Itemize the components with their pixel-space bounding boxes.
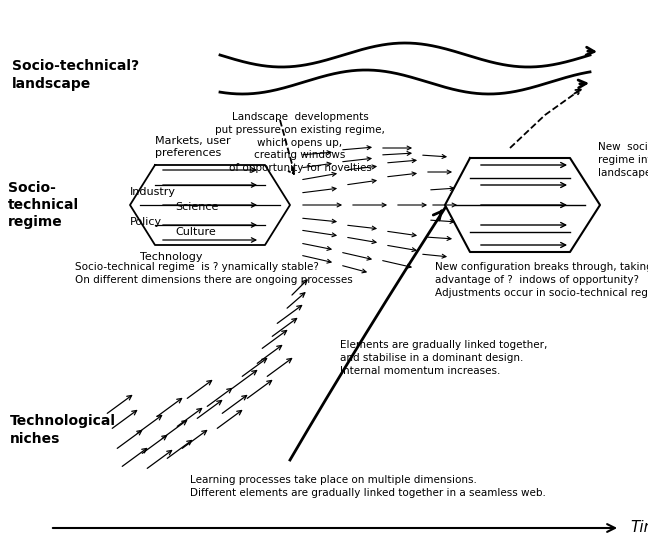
Text: Technological
niches: Technological niches <box>10 414 116 446</box>
Text: Technology: Technology <box>140 252 202 262</box>
Text: Socio-technical?
landscape: Socio-technical? landscape <box>12 59 139 91</box>
Text: Time: Time <box>630 521 648 535</box>
Text: New configuration breaks through, taking
advantage of ?  indows of opportunity?
: New configuration breaks through, taking… <box>435 262 648 298</box>
Text: Science: Science <box>175 202 218 212</box>
Text: Policy: Policy <box>130 217 162 227</box>
Text: Socio-technical regime  is ? ynamically stable?
On different dimensions there ar: Socio-technical regime is ? ynamically s… <box>75 262 353 285</box>
Text: Landscape  developments
put pressure on existing regime,
which opens up,
creatin: Landscape developments put pressure on e… <box>215 112 385 173</box>
Text: New  socio-technical
regime influences
landscape: New socio-technical regime influences la… <box>598 142 648 178</box>
Text: Industry: Industry <box>130 187 176 197</box>
Text: Elements are gradually linked together,
and stabilise in a dominant design.
Inte: Elements are gradually linked together, … <box>340 340 548 376</box>
Text: Learning processes take place on multiple dimensions.
Different elements are gra: Learning processes take place on multipl… <box>190 475 546 498</box>
Text: Culture: Culture <box>175 227 216 237</box>
Text: Socio-
technical
regime: Socio- technical regime <box>8 181 79 229</box>
Text: Markets, user
preferences: Markets, user preferences <box>155 136 231 158</box>
